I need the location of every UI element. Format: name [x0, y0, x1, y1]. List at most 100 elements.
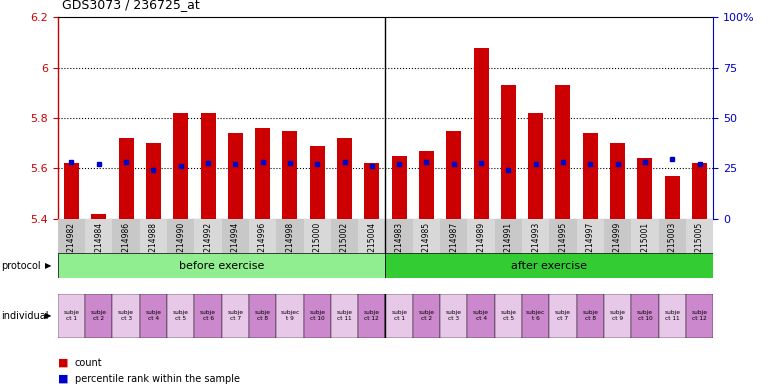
Bar: [386, 253, 713, 278]
Bar: [221, 219, 249, 278]
Text: subje
ct 3: subje ct 3: [118, 310, 134, 321]
Bar: [85, 294, 113, 338]
Bar: [522, 219, 549, 278]
Bar: [604, 219, 631, 278]
Text: GSM214982: GSM214982: [67, 222, 76, 268]
Text: subje
ct 4: subje ct 4: [473, 310, 489, 321]
Bar: [412, 17, 440, 219]
Bar: [194, 294, 222, 338]
Bar: [610, 143, 625, 219]
Bar: [495, 294, 522, 338]
Bar: [140, 17, 167, 219]
Bar: [113, 17, 140, 219]
Bar: [686, 219, 713, 278]
Bar: [412, 219, 440, 278]
Bar: [255, 128, 270, 219]
Bar: [522, 294, 549, 338]
Bar: [658, 294, 686, 338]
Bar: [113, 219, 140, 278]
Text: subje
ct 7: subje ct 7: [555, 310, 571, 321]
Text: GSM214991: GSM214991: [504, 222, 513, 268]
Bar: [310, 146, 325, 219]
Text: subje
ct 2: subje ct 2: [91, 310, 107, 321]
Bar: [58, 294, 85, 338]
Bar: [528, 113, 544, 219]
Text: subje
ct 8: subje ct 8: [582, 310, 598, 321]
Text: protocol: protocol: [2, 261, 41, 271]
Bar: [467, 294, 495, 338]
Text: subje
ct 1: subje ct 1: [391, 310, 407, 321]
Text: subje
ct 12: subje ct 12: [364, 310, 380, 321]
Bar: [549, 294, 577, 338]
Text: GSM214992: GSM214992: [204, 222, 213, 268]
Bar: [249, 17, 276, 219]
Bar: [304, 17, 331, 219]
Text: percentile rank within the sample: percentile rank within the sample: [75, 374, 240, 384]
Text: GSM215005: GSM215005: [695, 222, 704, 268]
Bar: [359, 294, 386, 338]
Text: subje
ct 12: subje ct 12: [692, 310, 708, 321]
Text: subje
ct 10: subje ct 10: [637, 310, 653, 321]
Bar: [167, 219, 194, 278]
Bar: [658, 17, 686, 219]
Text: GSM214988: GSM214988: [149, 222, 158, 268]
Text: GSM214983: GSM214983: [395, 222, 404, 268]
Bar: [91, 214, 106, 219]
Text: GSM215002: GSM215002: [340, 222, 349, 268]
Bar: [440, 294, 467, 338]
Bar: [227, 133, 243, 219]
Text: subje
ct 5: subje ct 5: [173, 310, 189, 321]
Bar: [85, 17, 113, 219]
Bar: [173, 113, 188, 219]
Text: GSM214993: GSM214993: [531, 222, 540, 268]
Bar: [200, 113, 216, 219]
Text: ▶: ▶: [45, 311, 51, 320]
Bar: [577, 219, 604, 278]
Bar: [392, 156, 406, 219]
Bar: [495, 17, 522, 219]
Text: GSM214997: GSM214997: [586, 222, 594, 268]
Bar: [194, 219, 222, 278]
Bar: [419, 151, 434, 219]
Bar: [446, 131, 461, 219]
Bar: [359, 17, 386, 219]
Bar: [604, 294, 631, 338]
Text: GSM215003: GSM215003: [668, 222, 677, 268]
Bar: [501, 85, 516, 219]
Bar: [555, 85, 571, 219]
Text: subjec
t 6: subjec t 6: [526, 310, 545, 321]
Bar: [522, 17, 549, 219]
Bar: [337, 138, 352, 219]
Bar: [686, 17, 713, 219]
Text: GSM214984: GSM214984: [94, 222, 103, 268]
Bar: [577, 294, 604, 338]
Bar: [194, 17, 222, 219]
Text: GSM215004: GSM215004: [367, 222, 376, 268]
Bar: [365, 164, 379, 219]
Text: subje
ct 2: subje ct 2: [419, 310, 435, 321]
Bar: [412, 294, 440, 338]
Bar: [58, 219, 85, 278]
Text: GSM214996: GSM214996: [258, 222, 267, 268]
Text: individual: individual: [2, 311, 49, 321]
Text: subje
ct 11: subje ct 11: [664, 310, 680, 321]
Text: GDS3073 / 236725_at: GDS3073 / 236725_at: [62, 0, 200, 12]
Text: subje
ct 10: subje ct 10: [309, 310, 325, 321]
Bar: [658, 219, 686, 278]
Text: GSM214998: GSM214998: [285, 222, 295, 268]
Text: subje
ct 6: subje ct 6: [200, 310, 216, 321]
Bar: [495, 219, 522, 278]
Text: subje
ct 11: subje ct 11: [336, 310, 352, 321]
Bar: [473, 48, 489, 219]
Bar: [440, 219, 467, 278]
Text: GSM214986: GSM214986: [122, 222, 130, 268]
Bar: [631, 17, 658, 219]
Bar: [467, 219, 495, 278]
Bar: [64, 164, 79, 219]
Bar: [440, 17, 467, 219]
Bar: [686, 294, 713, 338]
Text: ▶: ▶: [45, 262, 51, 270]
Bar: [167, 294, 194, 338]
Bar: [359, 219, 386, 278]
Bar: [58, 253, 386, 278]
